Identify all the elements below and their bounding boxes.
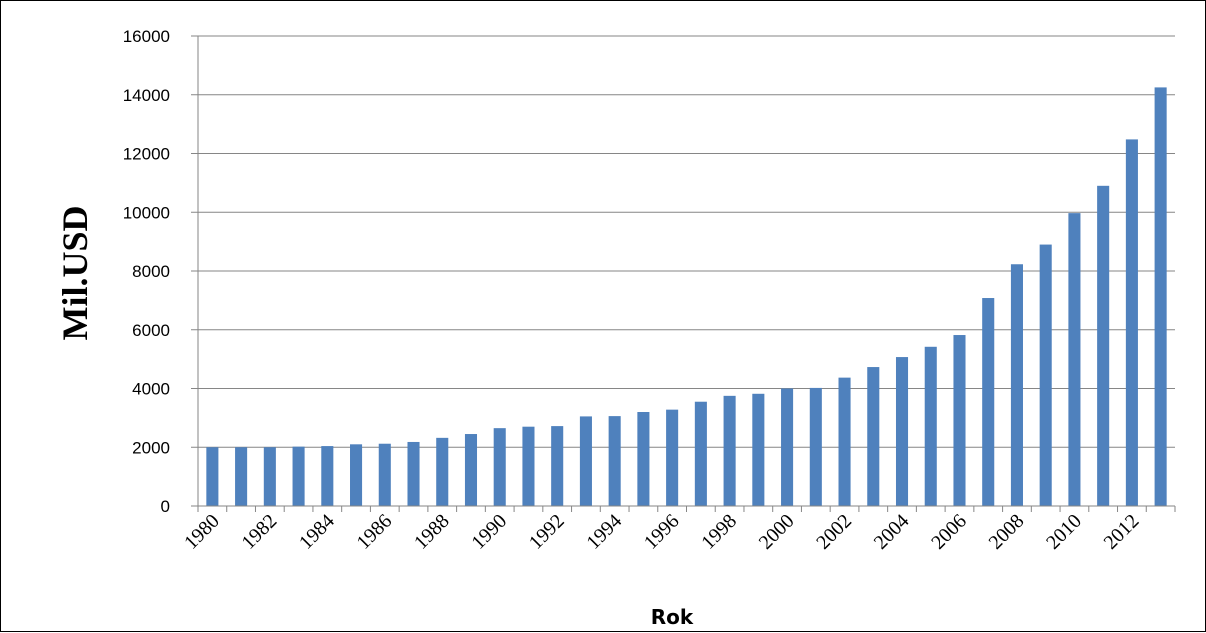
y-tick-label: 0 — [161, 497, 170, 516]
x-tick-label: 2012 — [1100, 510, 1144, 554]
bar-1991 — [522, 426, 535, 506]
bar-2002 — [838, 377, 851, 506]
y-tick-label: 6000 — [132, 321, 170, 340]
bar-1987 — [407, 441, 420, 506]
gridlines — [191, 35, 1175, 507]
bar-2011 — [1097, 185, 1110, 506]
bar-1996 — [666, 409, 679, 506]
bar-1997 — [694, 401, 707, 506]
y-tick-label: 10000 — [123, 203, 170, 222]
x-tick-label: 1998 — [697, 510, 741, 554]
x-tick-label: 1992 — [525, 510, 569, 554]
bar-2012 — [1125, 139, 1138, 506]
bar-1984 — [321, 446, 334, 506]
axes — [197, 36, 1176, 512]
bar-1986 — [378, 443, 391, 506]
bar-1999 — [752, 393, 765, 506]
y-tick-label: 4000 — [132, 380, 170, 399]
y-tick-label: 2000 — [132, 438, 170, 457]
x-tick-label: 2008 — [985, 510, 1029, 554]
y-tick-label: 12000 — [123, 145, 170, 164]
bar-2000 — [781, 388, 794, 506]
x-tick-label: 1984 — [295, 510, 339, 554]
bar-1983 — [292, 446, 305, 506]
x-tick-label: 1986 — [352, 510, 396, 554]
bar-1990 — [493, 428, 506, 506]
bar-1988 — [436, 437, 449, 506]
bar-1998 — [723, 395, 736, 506]
y-tick-label: 8000 — [132, 262, 170, 281]
x-tick-label: 1982 — [238, 510, 282, 554]
bar-2010 — [1068, 213, 1081, 506]
bar-1995 — [637, 412, 650, 506]
bar-1989 — [464, 434, 478, 506]
bar-2006 — [953, 335, 966, 506]
bar-2008 — [1010, 264, 1023, 506]
x-tick-label: 2004 — [870, 510, 914, 554]
bar-1982 — [263, 447, 276, 506]
bar-2005 — [924, 346, 937, 506]
x-tick-label: 1988 — [410, 510, 454, 554]
x-tick-label: 1996 — [640, 510, 684, 554]
x-axis-label: Rok — [651, 605, 694, 629]
bars — [206, 87, 1167, 506]
x-tick-label: 2006 — [927, 510, 971, 554]
bar-1985 — [350, 444, 363, 506]
y-axis-label: Mil.USD — [55, 206, 95, 341]
bar-2001 — [809, 387, 822, 506]
bar-2013 — [1154, 87, 1167, 506]
bar-1992 — [551, 426, 564, 506]
x-tick-labels: 1980 1982 1984 1986 1988 1990 1992 1994 1996 1998… — [180, 510, 1143, 554]
bar-2007 — [982, 298, 995, 506]
bar-1994 — [608, 416, 621, 506]
x-tick-label: 1980 — [180, 510, 224, 554]
x-tick-label: 2010 — [1042, 510, 1086, 554]
x-tick-label: 2002 — [812, 510, 856, 554]
bar-1980 — [206, 447, 219, 506]
x-tick-label: 1994 — [582, 510, 626, 554]
bar-1993 — [579, 416, 592, 506]
x-tick-label: 2000 — [755, 510, 799, 554]
y-tick-label: 14000 — [123, 86, 170, 105]
bar-2004 — [895, 357, 909, 506]
y-tick-labels: 0 2000 4000 6000 8000 10000 12000 14000 16000 — [123, 27, 170, 516]
bar-1981 — [235, 447, 248, 506]
bar-2003 — [867, 367, 880, 506]
bar-2009 — [1039, 244, 1052, 506]
y-tick-label: 16000 — [123, 27, 170, 46]
x-tick-label: 1990 — [467, 510, 511, 554]
